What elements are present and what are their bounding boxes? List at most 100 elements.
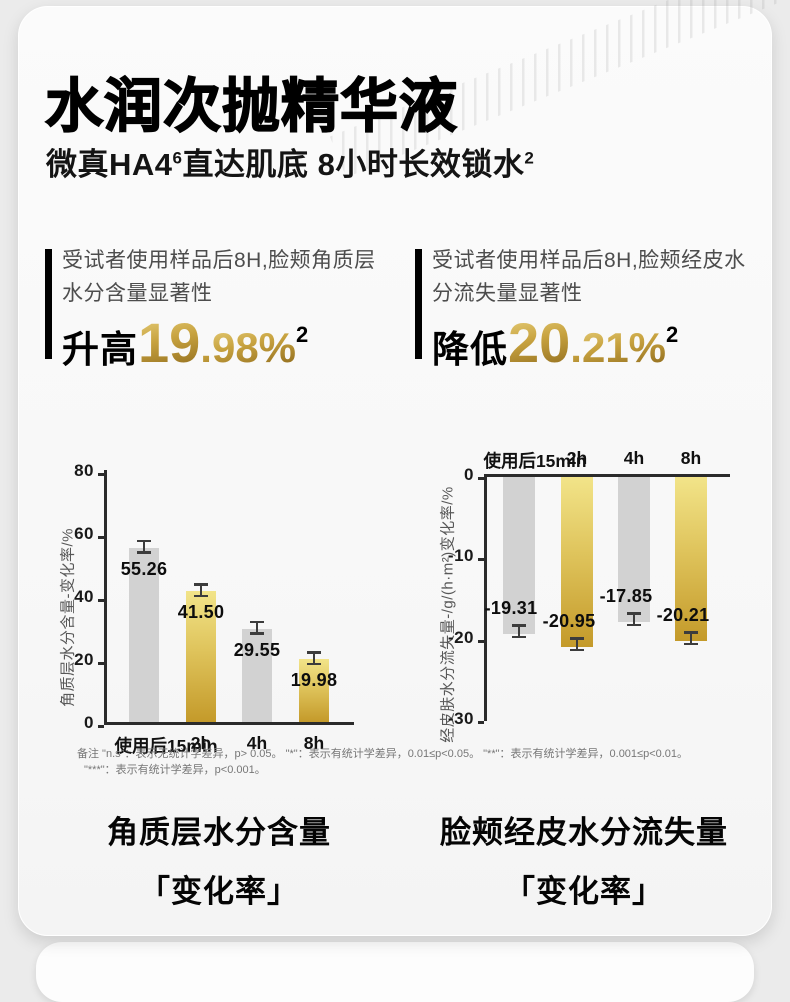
stat-description-line1: 受试者使用样品后8H,脸颊经皮水: [432, 249, 746, 272]
error-bar-cap: [684, 642, 698, 646]
stat-value-integer: 19: [138, 311, 201, 374]
error-bar-stem: [517, 626, 521, 636]
bar-value-label: -20.95: [542, 611, 596, 632]
stat-value-fraction: .98%: [200, 324, 297, 371]
error-bar: [512, 624, 526, 639]
bar-value-label: 29.55: [233, 639, 281, 660]
stat-block-hydration: 受试者使用样品后8H,脸颊角质层 水分含量显著性 升高19.98%2: [45, 244, 415, 375]
stat-value-line: 降低20.21%2: [432, 310, 761, 375]
caption-line2: 「变化率」: [139, 874, 299, 909]
error-bar-cap: [307, 651, 321, 654]
subtitle-superscript-6: 6: [172, 148, 183, 168]
error-bar-cap: [250, 620, 264, 624]
y-tick-mark: [478, 639, 484, 643]
chart-water-loss-change-rate: 经皮肤水分流失量-/g/(h·m²)变化率/% 0 -10 -20 -30 -19.31 使…: [417, 442, 779, 752]
error-bar-cap: [250, 632, 264, 635]
error-bar-cap: [512, 624, 526, 627]
error-bar-stem: [255, 623, 259, 633]
x-tick-label: 4h: [623, 448, 645, 468]
y-tick-mark: [478, 558, 484, 562]
x-tick-label: 4h: [246, 733, 268, 753]
bar: [561, 477, 593, 648]
error-bar: [684, 631, 698, 646]
stat-verb: 升高: [62, 329, 138, 370]
error-bar-cap: [307, 662, 321, 666]
bar-value-label: 41.50: [177, 602, 225, 623]
error-bar-cap: [512, 635, 526, 639]
stat-value-fraction: .21%: [570, 324, 667, 371]
stat-value-line: 升高19.98%2: [62, 310, 415, 375]
bar: [675, 477, 707, 642]
y-tick-label: 40: [74, 587, 94, 606]
bar: [299, 659, 329, 722]
error-bar-stem: [689, 633, 693, 643]
bar-value-label: -19.31: [484, 598, 538, 619]
stat-accent-bar: [415, 249, 422, 359]
product-info-card: 水润次抛精华液 微真HA46直达肌底 8小时长效锁水2 受试者使用样品后8H,脸…: [18, 0, 783, 936]
bar: [503, 477, 535, 635]
x-tick-label: 8h: [303, 733, 325, 753]
stat-accent-bar: [45, 249, 52, 359]
y-tick-mark: [98, 536, 104, 539]
y-tick-label: 20: [74, 650, 94, 669]
stat-verb: 降低: [432, 329, 508, 370]
stat-description: 受试者使用样品后8H,脸颊角质层 水分含量显著性: [62, 244, 415, 310]
page-title: 水润次抛精华液: [44, 73, 459, 140]
axis-line-y: [104, 470, 107, 725]
y-axis-label: 角质层水分含量-变化率/%: [59, 528, 77, 708]
stat-description: 受试者使用样品后8H,脸颊经皮水 分流失量显著性: [432, 244, 761, 310]
error-bar-stem: [632, 614, 636, 624]
error-bar-stem: [575, 639, 579, 649]
error-bar: [250, 620, 264, 635]
bar: [186, 591, 216, 722]
error-bar-cap: [627, 612, 641, 615]
y-tick-mark: [98, 725, 104, 728]
background-card-under: [36, 942, 754, 1002]
y-tick-label: 60: [74, 524, 94, 543]
error-bar-stem: [312, 653, 316, 663]
caption-water-loss: 脸颊经皮水分流失量 「变化率」: [409, 807, 759, 911]
subtitle-text-1: 微真HA4: [46, 147, 173, 182]
x-tick-label: 2h: [566, 448, 588, 468]
error-bar: [570, 637, 584, 652]
x-tick-label: 2h: [190, 733, 212, 753]
error-bar-stem: [142, 542, 146, 552]
axis-line-x: [484, 474, 730, 477]
y-tick-label: 0: [84, 713, 94, 732]
x-tick-label: 使用后15min: [114, 736, 218, 756]
error-bar: [194, 583, 208, 598]
error-bar: [307, 651, 321, 666]
stat-reference-superscript: 2: [296, 322, 309, 347]
error-bar: [627, 612, 641, 627]
bar-value-label: 55.26: [120, 558, 168, 579]
caption-line2: 「变化率」: [504, 874, 664, 909]
error-bar-cap: [570, 648, 584, 652]
y-tick-label: -30: [447, 709, 474, 728]
caption-hydration: 角质层水分含量 「变化率」: [49, 807, 389, 911]
chart-hydration-change-rate: 角质层水分含量-变化率/% 0 20 40 60 80 55.26 使用后15min 41.50…: [49, 442, 411, 756]
y-tick-label: -20: [447, 627, 474, 647]
stat-value-integer: 20: [508, 311, 571, 374]
error-bar-stem: [199, 585, 203, 595]
bar: [129, 547, 159, 722]
axis-line-x: [104, 722, 354, 725]
axis-line-y: [484, 474, 487, 721]
caption-line1: 脸颊经皮水分流失量: [440, 815, 728, 850]
stats-row: 受试者使用样品后8H,脸颊角质层 水分含量显著性 升高19.98%2 受试者使用…: [45, 244, 761, 375]
y-tick-mark: [98, 662, 104, 665]
bar-value-label: 19.98: [290, 670, 338, 691]
y-tick-mark: [98, 473, 104, 476]
stat-block-water-loss: 受试者使用样品后8H,脸颊经皮水 分流失量显著性 降低20.21%2: [415, 244, 761, 375]
error-bar-cap: [194, 583, 208, 586]
subtitle-superscript-2: 2: [524, 148, 535, 168]
error-bar-cap: [627, 623, 641, 627]
page-subtitle: 微真HA46直达肌底 8小时长效锁水2: [46, 139, 534, 184]
y-tick-label: 80: [74, 461, 94, 480]
stat-description-line2: 水分含量显著性: [62, 282, 213, 305]
stat-description-line1: 受试者使用样品后8H,脸颊角质层: [62, 249, 376, 272]
bar: [618, 477, 650, 623]
x-tick-label: 8h: [680, 448, 702, 468]
error-bar-cap: [570, 637, 584, 640]
bar: [242, 628, 272, 722]
caption-line1: 角质层水分含量: [107, 815, 331, 850]
